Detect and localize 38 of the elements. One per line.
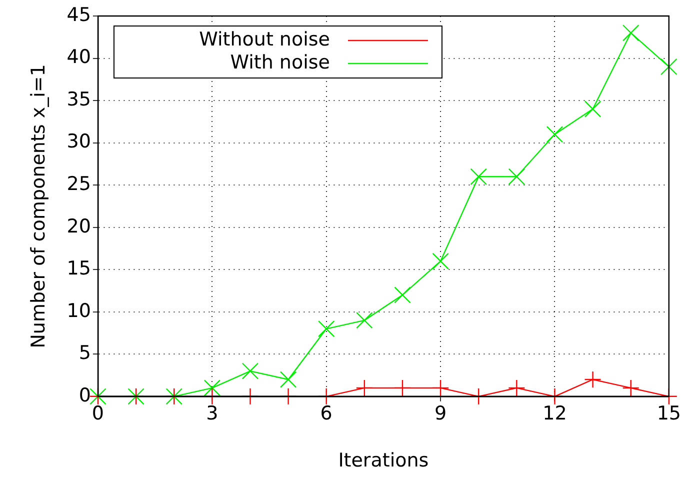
- x-tick-label: 3: [206, 402, 218, 425]
- point: [546, 126, 564, 143]
- y-tick-label: 40: [66, 46, 91, 68]
- point: [508, 168, 526, 185]
- y-tick-label: 45: [66, 4, 91, 26]
- point: [622, 24, 640, 42]
- point: [432, 252, 449, 270]
- y-tick-label: 15: [66, 258, 91, 280]
- point: [660, 58, 678, 76]
- point: [280, 371, 297, 388]
- y-tick-label: 20: [66, 215, 91, 238]
- point: [470, 168, 487, 185]
- point: [394, 379, 412, 397]
- y-tick-label: 35: [66, 88, 91, 110]
- point: [394, 286, 411, 304]
- point: [356, 312, 373, 329]
- point: [622, 379, 640, 397]
- y-tick-label: 25: [66, 173, 91, 196]
- point: [242, 362, 259, 380]
- point: [584, 370, 602, 388]
- legend-label: With noise: [230, 51, 330, 74]
- y-tick-label: 5: [78, 342, 91, 364]
- point: [584, 100, 602, 118]
- x-tick-label: 15: [656, 402, 682, 425]
- point: [204, 380, 221, 396]
- legend-label: Without noise: [199, 28, 330, 50]
- x-tick-label: 6: [320, 402, 332, 425]
- x-axis-title: Iterations: [338, 450, 429, 472]
- point: [318, 320, 335, 338]
- x-tick-label: 9: [434, 402, 447, 425]
- x-tick-label: 12: [542, 402, 567, 425]
- y-tick-label: 10: [66, 300, 91, 322]
- y-tick-label: 30: [66, 130, 91, 153]
- point: [508, 379, 526, 397]
- y-tick-label: 0: [78, 384, 91, 406]
- point: [356, 379, 374, 397]
- point: [432, 379, 450, 397]
- y-axis-title: Number of components x_i=1: [27, 64, 50, 348]
